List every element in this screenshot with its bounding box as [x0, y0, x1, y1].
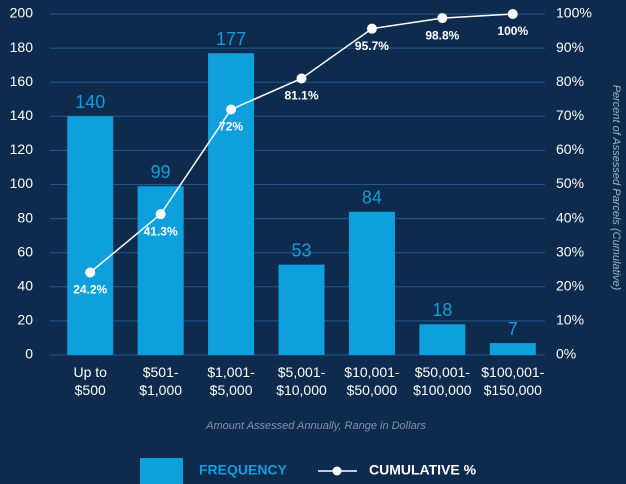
y-tick-label: 200 [10, 5, 34, 21]
legend-label: FREQUENCY [199, 462, 288, 478]
x-tick-label: Up to $500 [73, 364, 107, 398]
y2-tick-label: 40% [556, 209, 584, 225]
bar [419, 324, 466, 355]
line-point [85, 267, 96, 278]
legend-marker [332, 466, 342, 476]
line-value-label: 24.2% [73, 283, 107, 297]
y2-tick-label: 20% [556, 278, 584, 294]
y-tick-label: 140 [10, 107, 34, 123]
line-point [296, 73, 307, 84]
y2-tick-label: 30% [556, 243, 584, 259]
y2-axis-title: Percent of Assessed Parcels (Cumulative) [610, 85, 622, 291]
y2-tick-label: 50% [556, 175, 584, 191]
x-tick-label: $100,001-$150,000 [481, 364, 544, 398]
y-tick-label: 40 [17, 278, 33, 294]
y2-tick-label: 70% [556, 107, 584, 123]
y-tick-label: 160 [10, 73, 34, 89]
x-axis-title: Amount Assessed Annually, Range in Dolla… [205, 420, 426, 432]
line-value-label: 100% [497, 24, 528, 38]
bar-value-label: 18 [432, 300, 452, 320]
line-value-label: 72% [219, 120, 243, 134]
y2-tick-label: 90% [556, 39, 584, 55]
x-tick-label: $10,001-$50,000 [344, 364, 400, 398]
x-tick-label: $501-$1,000 [139, 364, 182, 398]
y2-tick-label: 10% [556, 312, 584, 328]
y2-tick-label: 60% [556, 141, 584, 157]
bar [348, 211, 395, 355]
bar-value-label: 84 [362, 188, 382, 208]
line-value-label: 95.7% [355, 39, 389, 53]
bar-value-label: 140 [75, 92, 105, 112]
line-value-label: 41.3% [144, 224, 178, 238]
line-point [507, 9, 518, 19]
y-tick-label: 60 [17, 243, 33, 259]
bar [208, 53, 255, 356]
y-tick-label: 120 [10, 141, 34, 157]
y-tick-label: 180 [10, 39, 34, 55]
x-tick-label: $1,001-$5,000 [207, 364, 255, 398]
bar-value-label: 99 [151, 162, 171, 182]
line-value-label: 98.8% [425, 28, 459, 42]
x-tick-label: $5,001-$10,000 [276, 364, 327, 398]
y-tick-label: 20 [17, 312, 33, 328]
y2-tick-label: 100% [556, 5, 592, 21]
bar [67, 116, 114, 355]
line-value-label: 81.1% [284, 89, 318, 103]
line-point [155, 209, 166, 220]
bar [278, 264, 325, 355]
bar-value-label: 177 [216, 29, 246, 49]
y-tick-label: 0 [25, 346, 33, 362]
line-point [366, 23, 377, 34]
y-tick-label: 100 [10, 175, 34, 191]
y-tick-label: 80 [17, 209, 33, 225]
x-tick-label: $50,001-$100,000 [413, 364, 472, 398]
bar-value-label: 53 [291, 240, 311, 260]
bar [489, 343, 536, 355]
legend-label: CUMULATIVE % [369, 462, 477, 478]
line-point [437, 13, 448, 24]
y2-tick-label: 0% [556, 346, 576, 362]
y2-tick-label: 80% [556, 73, 584, 89]
line-point [226, 104, 237, 115]
legend-swatch [140, 458, 183, 484]
bar-value-label: 7 [508, 319, 518, 339]
